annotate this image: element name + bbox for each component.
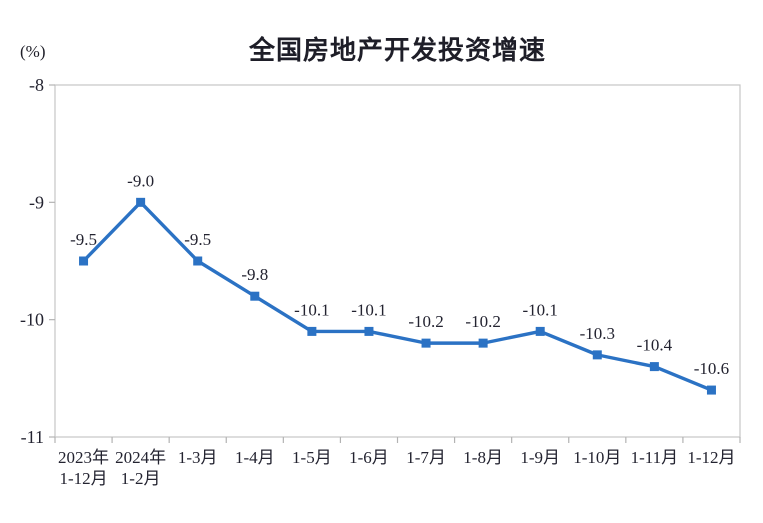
data-point-label: -9.5 <box>184 230 211 249</box>
data-point-label: -10.2 <box>465 312 500 331</box>
data-point-marker <box>193 256 203 266</box>
data-point-label: -9.8 <box>241 265 268 284</box>
data-point-marker <box>79 256 89 266</box>
data-point-label: -9.5 <box>70 230 97 249</box>
x-category-label: 2023年 <box>58 448 109 467</box>
data-point-marker <box>364 326 374 336</box>
x-category-label: 1-10月 <box>573 448 621 467</box>
data-point-marker <box>535 326 545 336</box>
x-category-label: 1-12月 <box>59 469 107 488</box>
data-point-label: -10.1 <box>522 300 557 319</box>
x-category-label: 1-3月 <box>178 448 218 467</box>
y-axis-unit-label: (%) <box>20 42 46 61</box>
data-point-marker <box>592 350 602 360</box>
y-tick-label: -8 <box>29 75 44 95</box>
data-point-label: -9.0 <box>127 171 154 190</box>
x-category-label: 1-11月 <box>631 448 679 467</box>
data-line <box>81 200 714 392</box>
x-category-label: 1-6月 <box>349 448 389 467</box>
data-point-label: -10.4 <box>637 336 673 355</box>
data-point-marker <box>706 385 716 395</box>
x-category-label: 1-12月 <box>687 448 735 467</box>
chart-title: 全国房地产开发投资增速 <box>248 35 546 65</box>
data-point-marker <box>136 197 146 207</box>
x-category-label: 1-9月 <box>520 448 560 467</box>
data-point-label: -10.2 <box>408 312 443 331</box>
data-point-label: -10.6 <box>694 359 729 378</box>
data-point-marker <box>478 338 488 348</box>
y-tick-label: -11 <box>21 427 44 447</box>
data-point-marker <box>649 362 659 372</box>
x-category-label: 2024年 <box>115 448 166 467</box>
data-point-marker <box>307 326 317 336</box>
x-category-label: 1-8月 <box>463 448 503 467</box>
data-point-label: -10.1 <box>351 300 386 319</box>
x-category-label: 1-4月 <box>235 448 275 467</box>
x-category-label: 1-5月 <box>292 448 332 467</box>
data-point-marker <box>421 338 431 348</box>
y-tick-label: -10 <box>20 310 44 330</box>
x-category-label: 1-7月 <box>406 448 446 467</box>
x-category-label: 1-2月 <box>121 469 161 488</box>
data-point-label: -10.1 <box>294 300 329 319</box>
data-point-marker <box>250 291 260 301</box>
plot-border <box>54 84 741 438</box>
data-point-label: -10.3 <box>580 324 615 343</box>
y-tick-label: -9 <box>29 192 44 212</box>
